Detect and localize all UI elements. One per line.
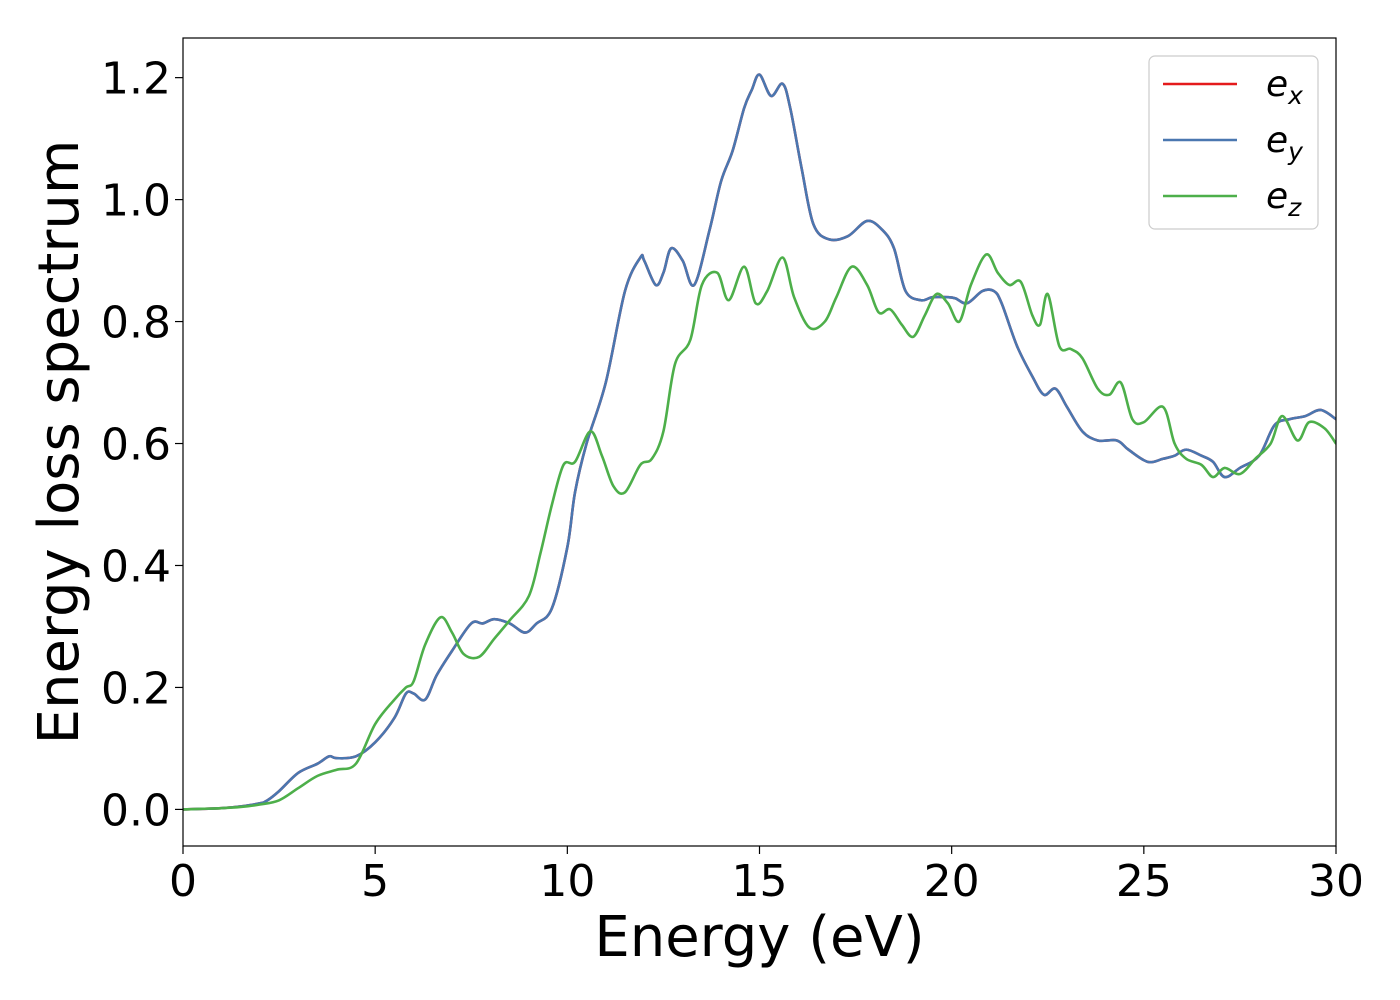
y-tick-label: 1.2 xyxy=(101,54,171,105)
series-layer xyxy=(183,73,1336,811)
legend-label-subscript: y xyxy=(1287,137,1304,166)
y-tick-label: 0.6 xyxy=(101,420,171,471)
x-tick-label: 5 xyxy=(361,856,389,907)
y-tick-label: 0.8 xyxy=(101,298,171,349)
legend-label-subscript: z xyxy=(1287,193,1302,222)
x-tick-label: 30 xyxy=(1308,856,1364,907)
legend-label-z: ez xyxy=(1266,176,1302,222)
legend-label-base: e xyxy=(1266,120,1288,161)
x-axis-title: Energy (eV) xyxy=(594,905,924,970)
legend-label-x: ex xyxy=(1266,64,1303,110)
x-tick-label: 15 xyxy=(732,856,788,907)
x-tick-label: 0 xyxy=(169,856,197,907)
legend-box xyxy=(1148,55,1319,230)
x-tick-label: 25 xyxy=(1116,856,1172,907)
legend-label-y: ey xyxy=(1266,120,1304,166)
y-tick-label: 1.0 xyxy=(101,176,171,227)
y-axis-title: Energy loss spectrum xyxy=(27,140,92,745)
series-line-z xyxy=(183,253,1336,811)
x-tick-label: 10 xyxy=(539,856,595,907)
y-tick-label: 0.2 xyxy=(101,663,171,714)
series-line-y xyxy=(183,73,1336,811)
legend-label-base: e xyxy=(1266,64,1288,105)
y-tick-label: 0.0 xyxy=(101,785,171,836)
x-tick-label: 20 xyxy=(924,856,980,907)
legend-label-base: e xyxy=(1266,176,1288,217)
ticks-layer: 0 5 10 15 20 25 30 0.0 0.2 0.4 0.6 0.8 1.0 1.2 xyxy=(101,54,1364,907)
legend-label-subscript: x xyxy=(1287,81,1303,110)
y-tick-label: 0.4 xyxy=(101,541,171,592)
